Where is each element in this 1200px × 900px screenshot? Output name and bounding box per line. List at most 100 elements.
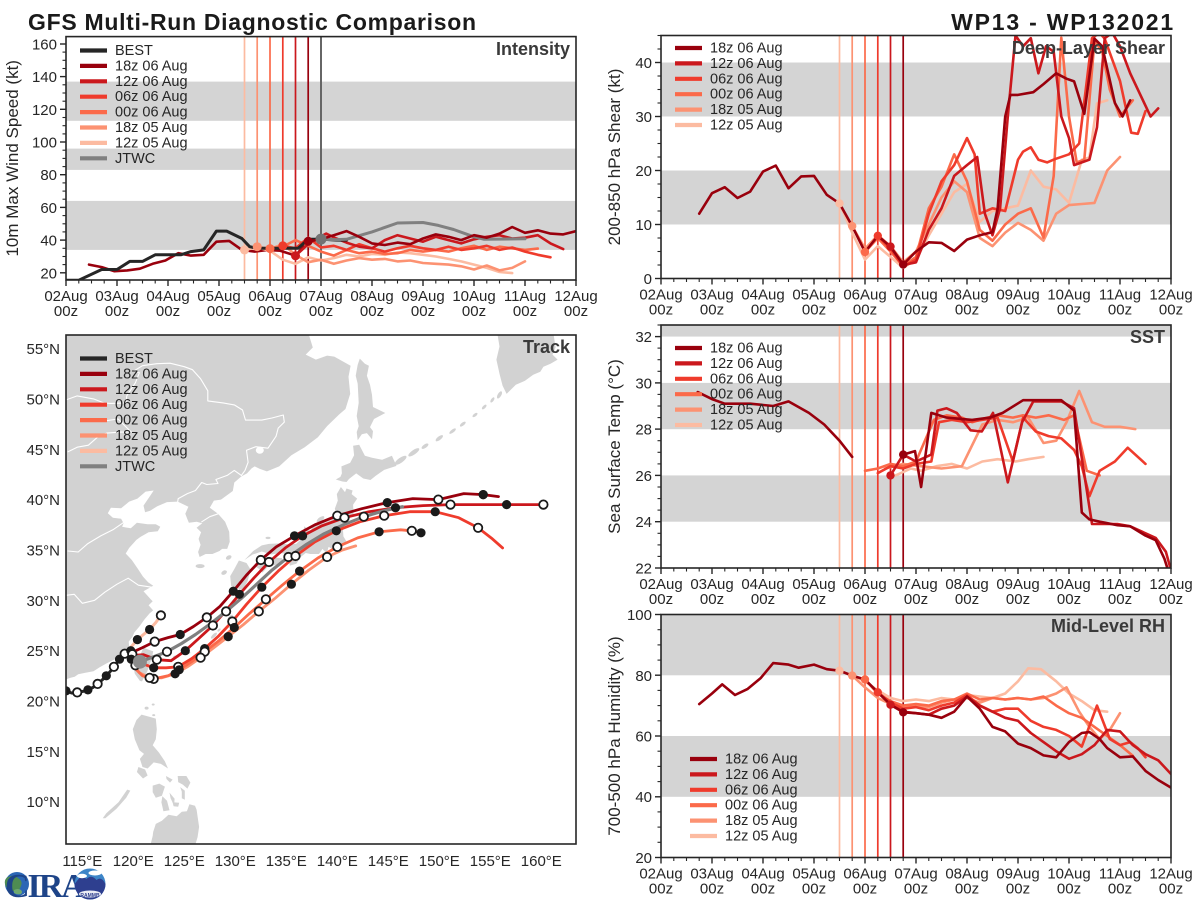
svg-text:03Aug: 03Aug — [690, 287, 733, 304]
svg-text:05Aug: 05Aug — [792, 287, 835, 304]
svg-text:80: 80 — [40, 167, 57, 184]
svg-text:160: 160 — [32, 37, 57, 54]
svg-text:CIRA: CIRA — [5, 868, 86, 900]
svg-text:130°E: 130°E — [215, 853, 256, 870]
svg-text:00z: 00z — [1006, 881, 1030, 898]
svg-text:03Aug: 03Aug — [95, 288, 138, 305]
svg-text:30: 30 — [635, 109, 652, 126]
svg-text:Intensity: Intensity — [496, 39, 570, 59]
svg-text:02Aug: 02Aug — [639, 576, 682, 593]
svg-text:10m Max Wind Speed (kt): 10m Max Wind Speed (kt) — [3, 60, 22, 257]
svg-text:45°N: 45°N — [26, 442, 60, 459]
svg-text:00z: 00z — [105, 303, 129, 320]
svg-text:00z: 00z — [1159, 881, 1183, 898]
svg-text:09Aug: 09Aug — [996, 287, 1039, 304]
svg-text:12Aug: 12Aug — [1149, 866, 1192, 883]
svg-text:06Aug: 06Aug — [843, 287, 886, 304]
svg-text:Deep-Layer Shear: Deep-Layer Shear — [1012, 38, 1165, 58]
svg-text:18z 06 Aug: 18z 06 Aug — [725, 752, 798, 768]
svg-text:28: 28 — [635, 422, 652, 439]
svg-text:00z: 00z — [700, 302, 724, 319]
svg-text:09Aug: 09Aug — [996, 866, 1039, 883]
svg-text:07Aug: 07Aug — [299, 288, 342, 305]
svg-text:09Aug: 09Aug — [996, 576, 1039, 593]
svg-text:08Aug: 08Aug — [945, 866, 988, 883]
svg-text:05Aug: 05Aug — [792, 866, 835, 883]
svg-text:04Aug: 04Aug — [741, 576, 784, 593]
svg-text:30: 30 — [635, 375, 652, 392]
svg-text:120°E: 120°E — [113, 853, 154, 870]
svg-text:00z: 00z — [700, 881, 724, 898]
svg-text:07Aug: 07Aug — [894, 576, 937, 593]
svg-text:00z: 00z — [802, 302, 826, 319]
svg-text:02Aug: 02Aug — [639, 287, 682, 304]
svg-text:60: 60 — [635, 729, 652, 746]
svg-text:18z 06 Aug: 18z 06 Aug — [710, 341, 783, 357]
svg-text:00z: 00z — [904, 591, 928, 608]
svg-text:100: 100 — [32, 135, 57, 152]
svg-text:115°E: 115°E — [62, 853, 102, 870]
svg-text:00z: 00z — [1006, 591, 1030, 608]
svg-text:700-500 hPa Humidity (%): 700-500 hPa Humidity (%) — [605, 636, 624, 835]
svg-text:155°E: 155°E — [470, 853, 511, 870]
svg-text:06z 06 Aug: 06z 06 Aug — [710, 71, 783, 87]
svg-text:40: 40 — [635, 789, 652, 806]
svg-text:00z: 00z — [513, 303, 537, 320]
svg-text:WP13 - WP132021: WP13 - WP132021 — [951, 9, 1175, 35]
svg-text:00z: 00z — [54, 303, 78, 320]
svg-text:145°E: 145°E — [368, 853, 409, 870]
svg-text:11Aug: 11Aug — [1099, 866, 1141, 883]
svg-text:SST: SST — [1130, 327, 1165, 347]
svg-text:09Aug: 09Aug — [401, 288, 444, 305]
svg-text:00z: 00z — [1108, 302, 1132, 319]
svg-text:00z: 00z — [904, 881, 928, 898]
svg-text:10: 10 — [635, 217, 652, 234]
svg-text:30°N: 30°N — [26, 593, 60, 610]
svg-text:12z 06 Aug: 12z 06 Aug — [725, 767, 798, 783]
svg-text:00z: 00z — [955, 302, 979, 319]
svg-text:00z: 00z — [411, 303, 435, 320]
svg-text:JTWC: JTWC — [115, 151, 155, 167]
svg-text:BEST: BEST — [115, 351, 153, 367]
svg-text:100: 100 — [627, 607, 652, 624]
svg-text:60: 60 — [40, 200, 57, 217]
svg-text:12Aug: 12Aug — [1149, 287, 1192, 304]
svg-text:140: 140 — [32, 69, 57, 86]
svg-text:18z 05 Aug: 18z 05 Aug — [115, 428, 188, 444]
svg-text:00z: 00z — [853, 302, 877, 319]
svg-text:00z: 00z — [1057, 302, 1081, 319]
svg-text:18z 05 Aug: 18z 05 Aug — [710, 402, 783, 418]
svg-text:20: 20 — [635, 163, 652, 180]
svg-text:20: 20 — [40, 265, 57, 282]
svg-text:12z 05 Aug: 12z 05 Aug — [115, 443, 188, 459]
svg-text:BEST: BEST — [115, 43, 153, 59]
svg-text:11Aug: 11Aug — [1099, 287, 1141, 304]
svg-text:12z 06 Aug: 12z 06 Aug — [115, 74, 188, 90]
svg-text:50°N: 50°N — [26, 391, 60, 408]
svg-text:06Aug: 06Aug — [843, 866, 886, 883]
svg-text:00z: 00z — [1108, 591, 1132, 608]
svg-text:12z 05 Aug: 12z 05 Aug — [710, 418, 783, 434]
svg-text:00z: 00z — [649, 881, 673, 898]
svg-text:RAMMB: RAMMB — [80, 893, 100, 899]
svg-text:20: 20 — [635, 850, 652, 867]
svg-text:05Aug: 05Aug — [197, 288, 240, 305]
svg-text:02Aug: 02Aug — [44, 288, 87, 305]
svg-text:40°N: 40°N — [26, 492, 60, 509]
svg-text:10Aug: 10Aug — [452, 288, 495, 305]
svg-text:12Aug: 12Aug — [1149, 576, 1192, 593]
svg-text:00z: 00z — [462, 303, 486, 320]
svg-text:00z: 00z — [360, 303, 384, 320]
svg-text:140°E: 140°E — [317, 853, 358, 870]
svg-text:00z: 00z — [1006, 302, 1030, 319]
svg-text:00z: 00z — [955, 591, 979, 608]
svg-text:200-850 hPa Shear (kt): 200-850 hPa Shear (kt) — [605, 69, 624, 246]
svg-text:06z 06 Aug: 06z 06 Aug — [115, 89, 188, 105]
svg-text:00z: 00z — [700, 591, 724, 608]
svg-text:00z 06 Aug: 00z 06 Aug — [710, 87, 783, 103]
svg-text:06Aug: 06Aug — [843, 576, 886, 593]
svg-text:00z 06 Aug: 00z 06 Aug — [710, 387, 783, 403]
svg-text:04Aug: 04Aug — [146, 288, 189, 305]
svg-text:00z: 00z — [649, 591, 673, 608]
svg-text:18z 05 Aug: 18z 05 Aug — [710, 102, 783, 118]
